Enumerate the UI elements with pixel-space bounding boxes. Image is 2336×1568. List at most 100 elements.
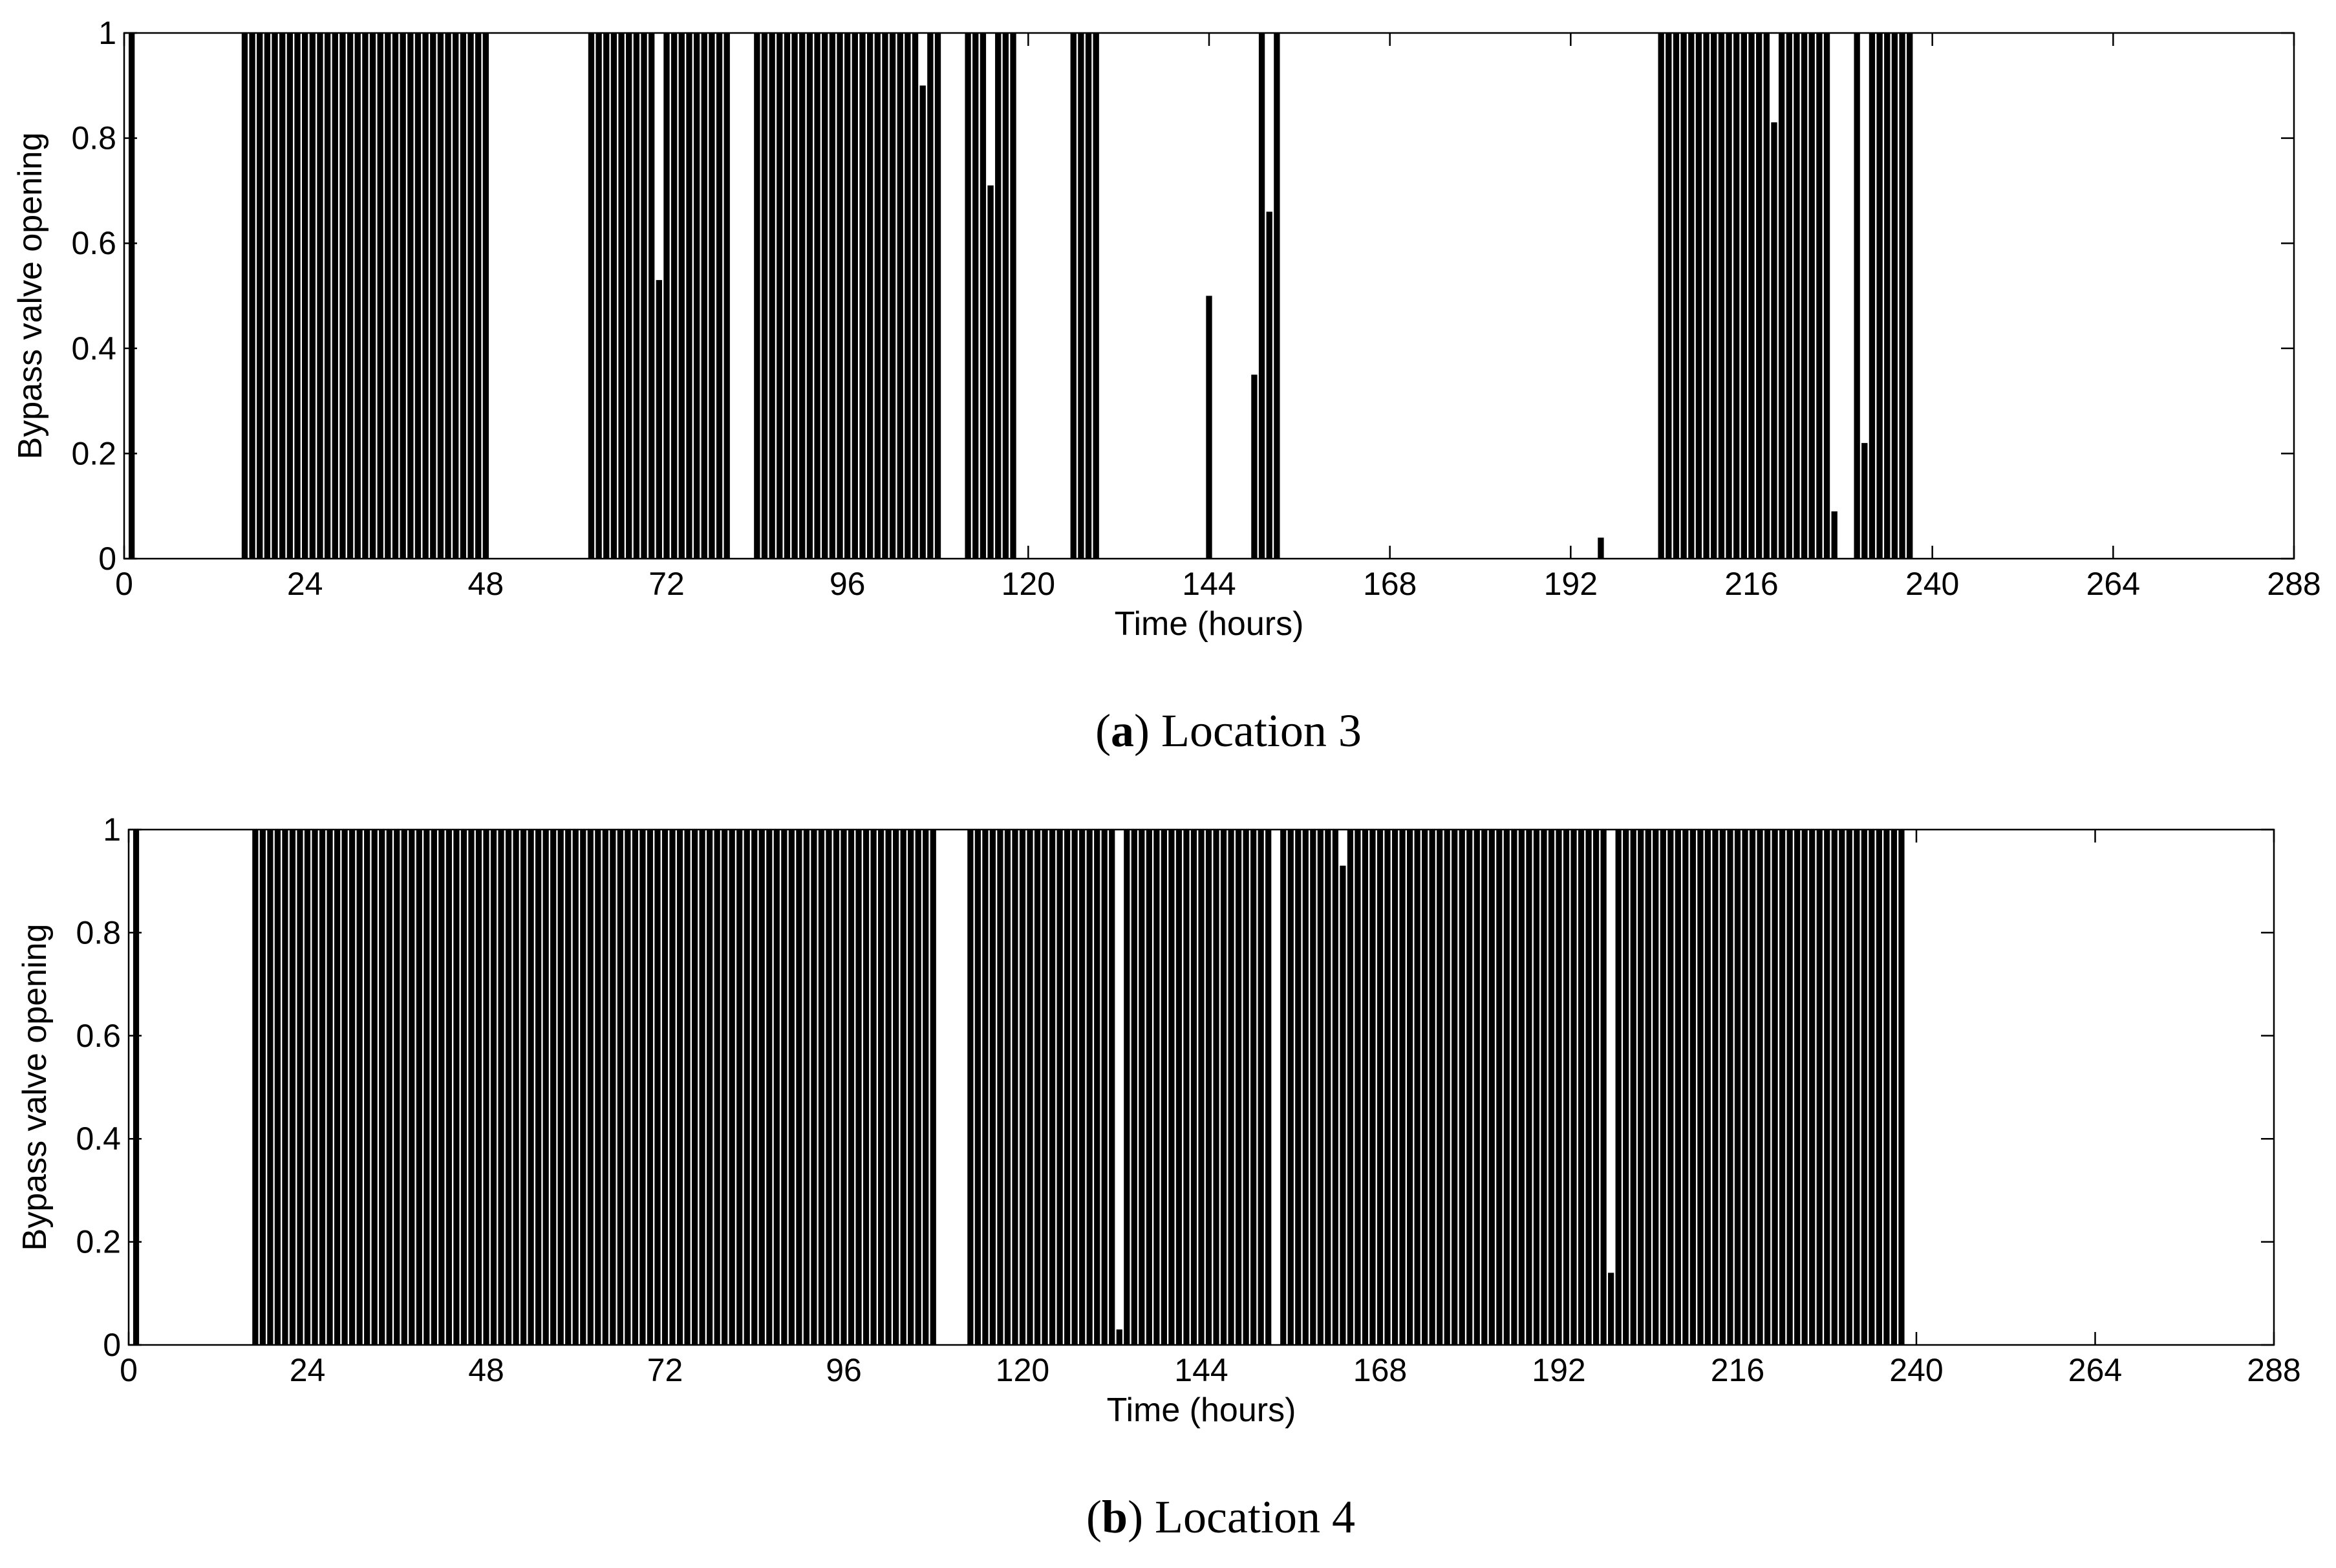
bar [257, 33, 263, 559]
bar [1518, 830, 1525, 1345]
bar [409, 830, 415, 1345]
bar [1749, 830, 1756, 1345]
bar [364, 830, 370, 1345]
bar [676, 830, 683, 1345]
bar [699, 830, 705, 1345]
bar [1258, 33, 1265, 559]
caption: (b) Location 4 [1086, 1491, 1355, 1543]
bar [639, 830, 646, 1345]
bar [610, 830, 616, 1345]
bar [1078, 33, 1084, 559]
y-axis-label: Bypass valve opening [16, 924, 54, 1251]
bar [386, 830, 392, 1345]
bar [1598, 537, 1604, 559]
bar [633, 33, 640, 559]
bar [1779, 830, 1786, 1345]
bar [557, 830, 564, 1345]
bar [974, 830, 981, 1345]
y-tick-label: 0.6 [71, 225, 116, 261]
bar [1861, 830, 1867, 1345]
bar [923, 830, 929, 1345]
bar [1645, 830, 1651, 1345]
bar [1734, 830, 1741, 1345]
bar [528, 830, 534, 1345]
bar [799, 33, 806, 559]
bar [369, 33, 376, 559]
bar [1658, 33, 1664, 559]
bar [422, 33, 429, 559]
bar [912, 33, 919, 559]
bar [347, 33, 354, 559]
bar [1079, 830, 1086, 1345]
bar [414, 33, 422, 559]
bar [1578, 830, 1585, 1345]
bar [1666, 33, 1672, 559]
bar [1071, 830, 1078, 1345]
bar [279, 33, 286, 559]
bar [1548, 830, 1555, 1345]
bar [1801, 830, 1808, 1345]
bar [766, 830, 773, 1345]
bar [1198, 830, 1205, 1345]
bar [656, 280, 663, 559]
bar [1846, 830, 1852, 1345]
bar [1786, 33, 1792, 559]
bar [385, 33, 391, 559]
bar [997, 830, 1003, 1345]
y-tick-label: 0.2 [76, 1224, 121, 1260]
bar [919, 85, 926, 559]
x-tick-label: 24 [290, 1352, 326, 1388]
bar [1056, 830, 1063, 1345]
bar [777, 33, 783, 559]
bar [1124, 830, 1130, 1345]
bar [1274, 33, 1280, 559]
bar [829, 33, 836, 559]
y-tick-label: 0.2 [71, 435, 116, 471]
bar [1703, 33, 1709, 559]
bar [987, 185, 994, 559]
bar [751, 830, 758, 1345]
bar [1808, 33, 1815, 559]
bar [1907, 33, 1913, 559]
bar [618, 33, 625, 559]
bar [1801, 33, 1808, 559]
bar [1010, 33, 1016, 559]
bar [736, 830, 743, 1345]
x-tick-label: 216 [1724, 566, 1778, 602]
bar [1533, 830, 1540, 1345]
x-tick-label: 240 [1905, 566, 1959, 602]
bar [467, 33, 474, 559]
bar [1251, 374, 1258, 559]
bar [407, 33, 414, 559]
bar [1377, 830, 1384, 1345]
bar [1042, 830, 1048, 1345]
bar [505, 830, 512, 1345]
bar [1809, 830, 1816, 1345]
x-tick-label: 288 [2247, 1352, 2300, 1388]
bar [401, 830, 407, 1345]
caption: (a) Location 3 [1095, 705, 1362, 757]
bar [1347, 830, 1354, 1345]
bar [1406, 830, 1413, 1345]
x-tick-label: 168 [1353, 1352, 1407, 1388]
bar [241, 33, 248, 559]
bar [1653, 830, 1659, 1345]
bar [625, 830, 631, 1345]
bar [678, 33, 685, 559]
bar [332, 33, 338, 559]
bar [852, 33, 858, 559]
bar [1755, 33, 1763, 559]
caption-part: ) Location 3 [1134, 705, 1362, 757]
bar [686, 33, 692, 559]
bar [1116, 1329, 1122, 1345]
bar [1414, 830, 1420, 1345]
bar [1615, 830, 1622, 1345]
bar [885, 830, 892, 1345]
bar [334, 830, 341, 1345]
bar [1109, 830, 1115, 1345]
bar [1444, 830, 1450, 1345]
bar [693, 33, 700, 559]
bar [989, 830, 996, 1345]
bar [317, 33, 323, 559]
bar [1689, 830, 1696, 1345]
